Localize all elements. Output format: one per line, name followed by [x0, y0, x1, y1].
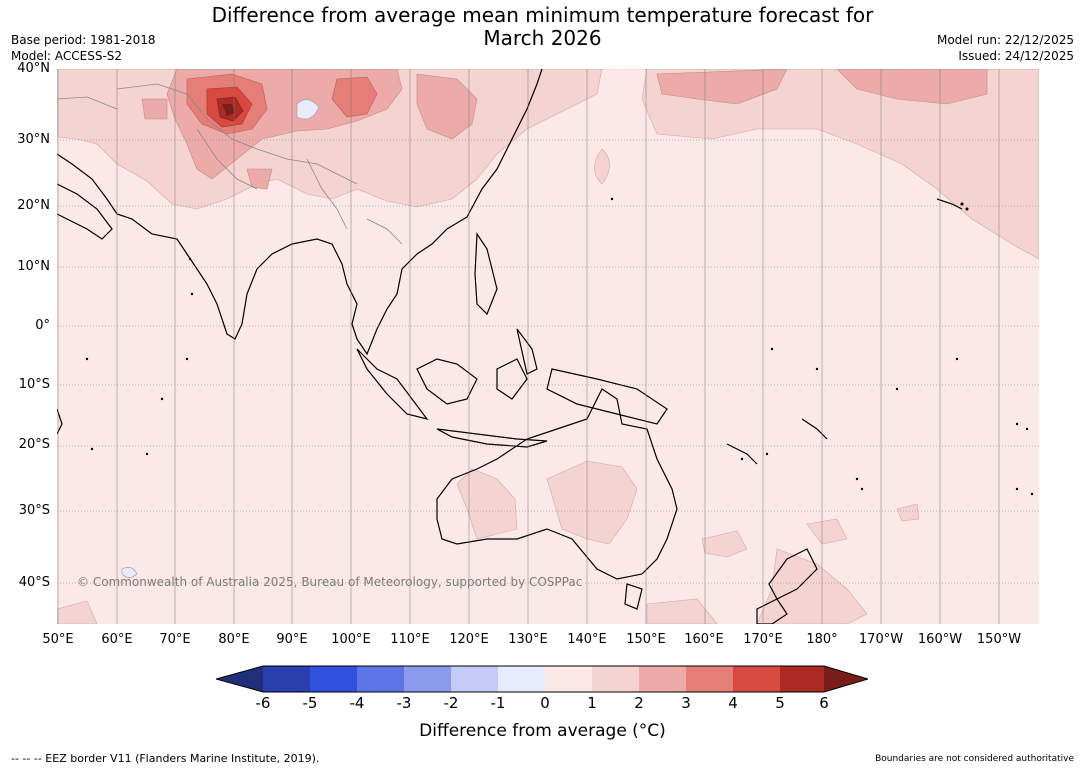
colorbar-outline: [216, 665, 868, 693]
colorbar-tick: -5: [302, 694, 318, 712]
chart-title: Difference from average mean minimum tem…: [211, 3, 874, 50]
lon-label: 120°E: [449, 632, 489, 647]
colorbar-segment: [498, 666, 545, 692]
colorbar-tick: -6: [255, 694, 271, 712]
colorbar-tick: 4: [728, 694, 738, 712]
boundaries-footnote: Boundaries are not considered authoritat…: [875, 754, 1074, 764]
lon-label: 110°E: [390, 632, 430, 647]
lon-label: 100°E: [331, 632, 371, 647]
lon-label: 90°E: [276, 632, 308, 647]
colorbar-tick: -1: [490, 694, 506, 712]
colorbar-segment: [592, 666, 639, 692]
colorbar-tick: 2: [634, 694, 644, 712]
model-run: Model run: 22/12/2025: [936, 33, 1074, 47]
colorbar-tick: 1: [587, 694, 597, 712]
issued-date: Issued: 24/12/2025: [958, 49, 1074, 63]
lon-label: 150°E: [626, 632, 666, 647]
colorbar: [216, 665, 868, 693]
colorbar-segment: [357, 666, 404, 692]
colorbar-segment: [310, 666, 357, 692]
colorbar-segment: [404, 666, 451, 692]
lat-label: 10°S: [18, 377, 50, 392]
colorbar-segment: [545, 666, 592, 692]
colorbar-tick: 3: [681, 694, 691, 712]
colorbar-arrow-high: [824, 666, 868, 692]
lon-label: 170°E: [743, 632, 783, 647]
colorbar-segment: [451, 666, 498, 692]
lat-label: 0°: [35, 318, 50, 333]
map-area: [57, 69, 1039, 624]
colorbar-tick: 0: [540, 694, 550, 712]
lat-label: 30°S: [18, 503, 50, 518]
colorbar-tick: 6: [819, 694, 829, 712]
colorbar-tick: 5: [775, 694, 785, 712]
lat-label: 40°S: [18, 575, 50, 590]
colorbar-tick: -3: [396, 694, 412, 712]
colorbar-segment: [780, 666, 824, 692]
lon-label: 180°: [806, 632, 838, 647]
colorbar-segment: [639, 666, 686, 692]
model-name: Model: ACCESS-S2: [11, 49, 123, 63]
island-dots: [85, 197, 1034, 496]
lon-label: 60°E: [101, 632, 133, 647]
lon-label: 80°E: [218, 632, 250, 647]
coastlines: [57, 69, 963, 624]
lon-label: 50°E: [42, 632, 74, 647]
colorbar-label: Difference from average (°C): [419, 721, 666, 741]
colorbar-tick: -4: [349, 694, 365, 712]
lon-label: 160°W: [917, 632, 963, 647]
lon-label: 70°E: [159, 632, 191, 647]
colorbar-segment: [733, 666, 780, 692]
lat-label: 40°N: [17, 61, 50, 76]
lat-label: 10°N: [17, 259, 50, 274]
meta-right: Model run: 22/12/2025 Issued: 24/12/2025: [937, 32, 1074, 64]
graticule: [57, 69, 1039, 624]
lon-label: 140°E: [567, 632, 607, 647]
colorbar-tick: -2: [443, 694, 459, 712]
meta-left: Base period: 1981-2018 Model: ACCESS-S2: [11, 32, 156, 64]
lon-label: 130°E: [508, 632, 548, 647]
lon-label: 160°E: [684, 632, 724, 647]
lat-label: 20°S: [18, 437, 50, 452]
country-borders: [57, 83, 403, 245]
base-period: Base period: 1981-2018: [11, 33, 156, 47]
lon-label: 170°W: [858, 632, 904, 647]
lat-label: 30°N: [17, 132, 50, 147]
copyright-notice: © Commonwealth of Australia 2025, Bureau…: [77, 575, 583, 589]
eez-footnote: -- -- -- EEZ border V11 (Flanders Marine…: [11, 752, 320, 765]
colorbar-segment: [263, 666, 310, 692]
lat-label: 20°N: [17, 198, 50, 213]
lon-label: 150°W: [976, 632, 1022, 647]
colorbar-segment: [686, 666, 733, 692]
colorbar-arrow-low: [216, 666, 263, 692]
